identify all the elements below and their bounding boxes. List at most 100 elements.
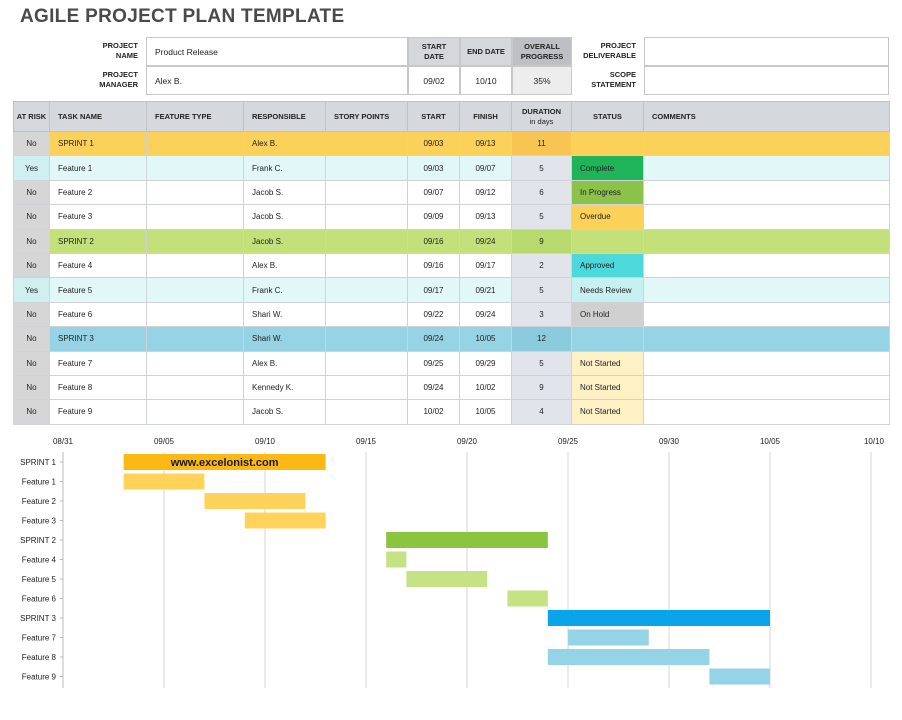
task-name-cell[interactable]: Feature 8 [49, 374, 147, 401]
task-name-cell[interactable]: SPRINT 1 [49, 130, 147, 157]
table-row[interactable]: No Feature 7 Alex B. 09/25 09/29 5 Not Started [13, 350, 890, 376]
comments-cell[interactable] [643, 374, 890, 401]
responsible-cell[interactable]: Alex B. [243, 350, 326, 376]
task-name-cell[interactable]: Feature 5 [49, 277, 147, 303]
finish-cell[interactable]: 09/24 [459, 301, 512, 328]
deliverable-field[interactable] [644, 37, 889, 66]
responsible-cell[interactable]: Frank C. [243, 155, 326, 181]
task-name-cell[interactable]: Feature 7 [49, 350, 147, 376]
story-points-cell[interactable] [325, 350, 408, 376]
comments-cell[interactable] [643, 350, 890, 376]
table-row[interactable]: No SPRINT 3 Shari W. 09/24 10/05 12 [13, 326, 890, 352]
start-cell[interactable]: 09/24 [407, 326, 460, 352]
at-risk-cell[interactable]: No [13, 252, 50, 279]
finish-cell[interactable]: 10/05 [459, 326, 512, 352]
comments-cell[interactable] [643, 252, 890, 279]
duration-cell[interactable]: 5 [511, 350, 572, 376]
responsible-cell[interactable]: Jacob S. [243, 228, 326, 254]
at-risk-cell[interactable]: No [13, 204, 50, 230]
duration-cell[interactable]: 5 [511, 155, 572, 181]
duration-cell[interactable]: 5 [511, 277, 572, 303]
table-row[interactable]: No Feature 6 Shari W. 09/22 09/24 3 On Hold [13, 301, 890, 328]
task-name-cell[interactable]: Feature 2 [49, 179, 147, 206]
responsible-cell[interactable]: Jacob S. [243, 179, 326, 206]
duration-cell[interactable]: 9 [511, 228, 572, 254]
responsible-cell[interactable]: Shari W. [243, 301, 326, 328]
comments-cell[interactable] [643, 130, 890, 157]
task-name-cell[interactable]: Feature 4 [49, 252, 147, 279]
at-risk-cell[interactable]: No [13, 399, 50, 425]
task-name-cell[interactable]: SPRINT 2 [49, 228, 147, 254]
feature-type-cell[interactable] [146, 350, 244, 376]
responsible-cell[interactable]: Alex B. [243, 252, 326, 279]
table-row[interactable]: No Feature 8 Kennedy K. 09/24 10/02 9 Not Star… [13, 374, 890, 401]
status-cell[interactable] [571, 228, 644, 254]
start-cell[interactable]: 09/09 [407, 204, 460, 230]
responsible-cell[interactable]: Shari W. [243, 326, 326, 352]
task-name-cell[interactable]: Feature 3 [49, 204, 147, 230]
table-row[interactable]: No Feature 9 Jacob S. 10/02 10/05 4 Not Starte… [13, 399, 890, 425]
status-cell[interactable]: In Progress [571, 179, 644, 206]
story-points-cell[interactable] [325, 130, 408, 157]
task-name-cell[interactable]: Feature 6 [49, 301, 147, 328]
finish-cell[interactable]: 09/07 [459, 155, 512, 181]
start-cell[interactable]: 09/07 [407, 179, 460, 206]
comments-cell[interactable] [643, 155, 890, 181]
story-points-cell[interactable] [325, 204, 408, 230]
duration-cell[interactable]: 3 [511, 301, 572, 328]
table-row[interactable]: No Feature 4 Alex B. 09/16 09/17 2 Approved [13, 252, 890, 279]
duration-cell[interactable]: 12 [511, 326, 572, 352]
task-name-cell[interactable]: Feature 9 [49, 399, 147, 425]
task-name-cell[interactable]: Feature 1 [49, 155, 147, 181]
duration-cell[interactable]: 6 [511, 179, 572, 206]
finish-cell[interactable]: 10/02 [459, 374, 512, 401]
finish-cell[interactable]: 09/13 [459, 204, 512, 230]
table-row[interactable]: Yes Feature 1 Frank C. 09/03 09/07 5 Complete [13, 155, 890, 181]
feature-type-cell[interactable] [146, 204, 244, 230]
responsible-cell[interactable]: Frank C. [243, 277, 326, 303]
status-cell[interactable]: Complete [571, 155, 644, 181]
feature-type-cell[interactable] [146, 399, 244, 425]
at-risk-cell[interactable]: Yes [13, 155, 50, 181]
story-points-cell[interactable] [325, 179, 408, 206]
start-cell[interactable]: 09/03 [407, 130, 460, 157]
story-points-cell[interactable] [325, 374, 408, 401]
duration-cell[interactable]: 9 [511, 374, 572, 401]
duration-cell[interactable]: 5 [511, 204, 572, 230]
story-points-cell[interactable] [325, 326, 408, 352]
feature-type-cell[interactable] [146, 374, 244, 401]
story-points-cell[interactable] [325, 228, 408, 254]
comments-cell[interactable] [643, 228, 890, 254]
story-points-cell[interactable] [325, 301, 408, 328]
start-cell[interactable]: 09/22 [407, 301, 460, 328]
feature-type-cell[interactable] [146, 277, 244, 303]
story-points-cell[interactable] [325, 155, 408, 181]
finish-cell[interactable]: 09/12 [459, 179, 512, 206]
comments-cell[interactable] [643, 326, 890, 352]
responsible-cell[interactable]: Kennedy K. [243, 374, 326, 401]
status-cell[interactable]: Approved [571, 252, 644, 279]
end-date-field[interactable]: 10/10 [460, 66, 512, 95]
table-row[interactable]: No SPRINT 2 Jacob S. 09/16 09/24 9 [13, 228, 890, 254]
start-date-field[interactable]: 09/02 [408, 66, 460, 95]
finish-cell[interactable]: 09/29 [459, 350, 512, 376]
at-risk-cell[interactable]: No [13, 228, 50, 254]
comments-cell[interactable] [643, 179, 890, 206]
start-cell[interactable]: 09/24 [407, 374, 460, 401]
at-risk-cell[interactable]: No [13, 374, 50, 401]
comments-cell[interactable] [643, 277, 890, 303]
responsible-cell[interactable]: Jacob S. [243, 204, 326, 230]
comments-cell[interactable] [643, 399, 890, 425]
at-risk-cell[interactable]: No [13, 179, 50, 206]
project-manager-field[interactable]: Alex B. [146, 66, 408, 95]
status-cell[interactable]: Not Started [571, 350, 644, 376]
duration-cell[interactable]: 2 [511, 252, 572, 279]
finish-cell[interactable]: 09/13 [459, 130, 512, 157]
feature-type-cell[interactable] [146, 179, 244, 206]
duration-cell[interactable]: 11 [511, 130, 572, 157]
feature-type-cell[interactable] [146, 155, 244, 181]
story-points-cell[interactable] [325, 277, 408, 303]
at-risk-cell[interactable]: Yes [13, 277, 50, 303]
at-risk-cell[interactable]: No [13, 350, 50, 376]
finish-cell[interactable]: 10/05 [459, 399, 512, 425]
